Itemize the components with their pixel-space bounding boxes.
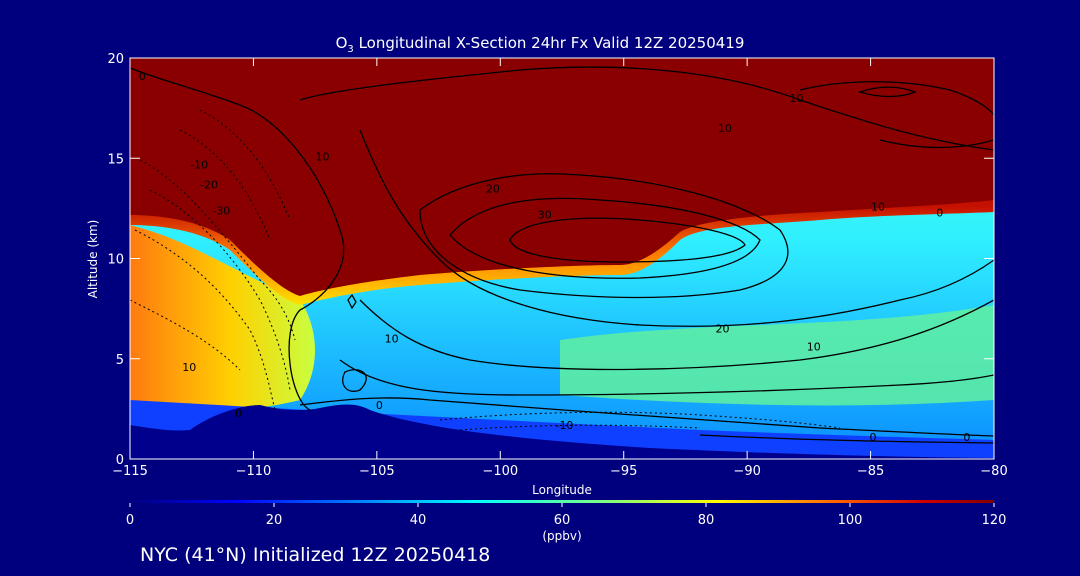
western-intrusion-fill bbox=[130, 225, 315, 420]
title-species: O bbox=[335, 34, 348, 52]
colorbar-tick-label: 0 bbox=[126, 513, 134, 528]
x-tick-label: −110 bbox=[236, 464, 272, 479]
contour-label: 10 bbox=[871, 200, 885, 213]
contour-label: 0 bbox=[139, 70, 146, 83]
title-text: Longitudinal X-Section 24hr Fx Valid 12Z… bbox=[353, 34, 745, 52]
x-tick-label: −80 bbox=[980, 464, 1007, 479]
x-axis-label: Longitude bbox=[532, 483, 592, 497]
contour-label: 0 bbox=[376, 399, 383, 412]
x-tick-label: −100 bbox=[482, 464, 518, 479]
x-tick-label: −115 bbox=[112, 464, 148, 479]
contour-label: 10 bbox=[807, 341, 821, 354]
y-tick-label: 5 bbox=[116, 353, 124, 368]
contour-label: 0 bbox=[870, 431, 877, 444]
contour-label: 10 bbox=[790, 92, 804, 105]
x-tick-label: −105 bbox=[359, 464, 395, 479]
x-tick-label: −90 bbox=[733, 464, 760, 479]
y-tick-label: 20 bbox=[107, 52, 124, 67]
heatmap-field bbox=[130, 58, 994, 459]
contour-label: 0 bbox=[963, 431, 970, 444]
colorbar-tick-label: 60 bbox=[554, 513, 571, 528]
contour-label: 10 bbox=[316, 150, 330, 163]
colorbar-tick-label: 80 bbox=[698, 513, 715, 528]
y-tick-label: 15 bbox=[107, 152, 124, 167]
colorbar-unit-label: (ppbv) bbox=[542, 529, 581, 543]
contour-label: -30 bbox=[212, 204, 230, 217]
contour-labels: 0 -10 -20 -30 10 20 30 10 10 10 10 0 0 -10 20 10 10 0 0 0 bbox=[139, 70, 971, 444]
colorbar bbox=[130, 500, 994, 503]
solid-contours bbox=[130, 66, 994, 444]
y-tick-label: 10 bbox=[107, 253, 124, 268]
colorbar-tick-label: 100 bbox=[838, 513, 863, 528]
contour-label: 20 bbox=[715, 323, 729, 336]
contour-label: 10 bbox=[718, 122, 732, 135]
stratosphere-core-fill bbox=[130, 58, 994, 296]
contour-label: -10 bbox=[190, 158, 208, 171]
x-axis: −115 −110 −105 −100 −95 −90 −85 −80 bbox=[112, 58, 1008, 479]
contour-label: 30 bbox=[538, 208, 552, 221]
midtroposphere-band bbox=[560, 305, 994, 406]
colorbar-tick-label: 20 bbox=[266, 513, 283, 528]
dashed-contours bbox=[130, 109, 841, 431]
contour-label: 0 bbox=[235, 407, 242, 420]
y-axis: 0 5 10 15 20 bbox=[107, 52, 994, 468]
x-tick-label: −95 bbox=[610, 464, 637, 479]
colorbar-tick-label: 40 bbox=[410, 513, 427, 528]
contour-label: 20 bbox=[486, 182, 500, 195]
title-species-subscript: 3 bbox=[347, 44, 354, 55]
colorbar-tick-label: 120 bbox=[982, 513, 1007, 528]
colorbar-ticks: 0 20 40 60 80 100 120 bbox=[126, 503, 1007, 528]
x-tick-label: −85 bbox=[857, 464, 884, 479]
terrain-mask bbox=[130, 404, 994, 459]
contour-label: -10 bbox=[555, 419, 573, 432]
y-tick-label: 0 bbox=[116, 453, 124, 468]
contour-label: 0 bbox=[936, 206, 943, 219]
chart-title: O3 Longitudinal X-Section 24hr Fx Valid … bbox=[0, 34, 1080, 55]
contour-label: 10 bbox=[182, 361, 196, 374]
contour-label: -20 bbox=[200, 178, 218, 191]
initialization-footer: NYC (41°N) Initialized 12Z 20250418 bbox=[140, 544, 491, 566]
contour-label: 10 bbox=[385, 333, 399, 346]
y-axis-label: Altitude (km) bbox=[86, 220, 100, 299]
